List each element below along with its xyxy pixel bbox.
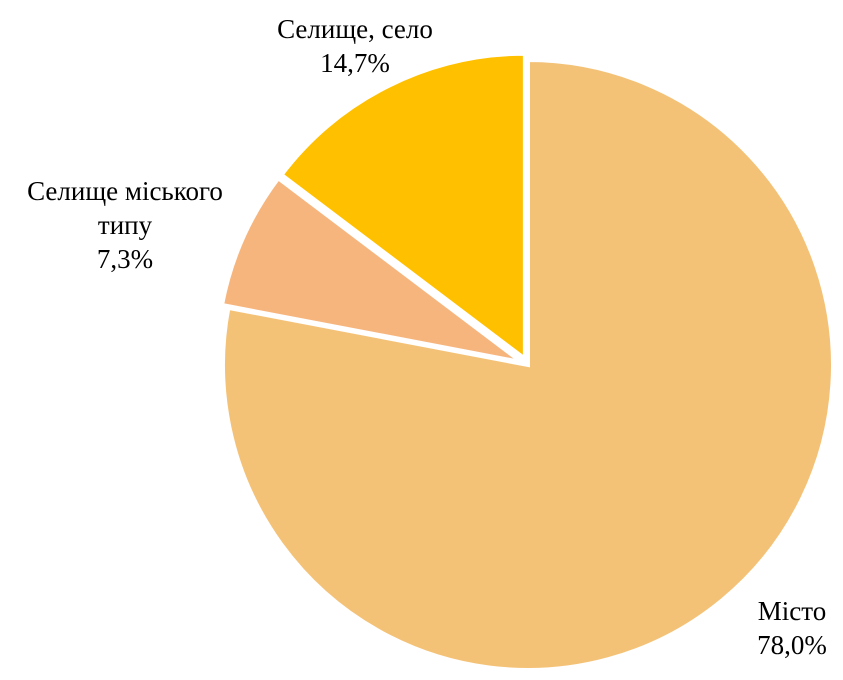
data-label-smt-name-line1: Селище міського [27, 176, 223, 206]
pie-slice-1 [219, 175, 523, 365]
data-label-misto-name: Місто [757, 596, 827, 626]
data-label-selo-value: 14,7% [320, 48, 390, 78]
pie-slice-2 [278, 51, 527, 363]
pie-slice-0 [221, 57, 835, 672]
data-label-misto-value: 78,0% [757, 630, 827, 660]
data-label-selo-name: Селище, село [277, 14, 433, 44]
data-label-smt-name-line2: типу [97, 210, 153, 240]
data-label-misto: Місто 78,0% [737, 594, 843, 662]
data-label-selyshche-miskoho-typu: Селище міського типу 7,3% [0, 174, 250, 276]
data-label-smt-value: 7,3% [96, 244, 154, 274]
data-label-selyshche-selo: Селище, село 14,7% [235, 12, 475, 80]
